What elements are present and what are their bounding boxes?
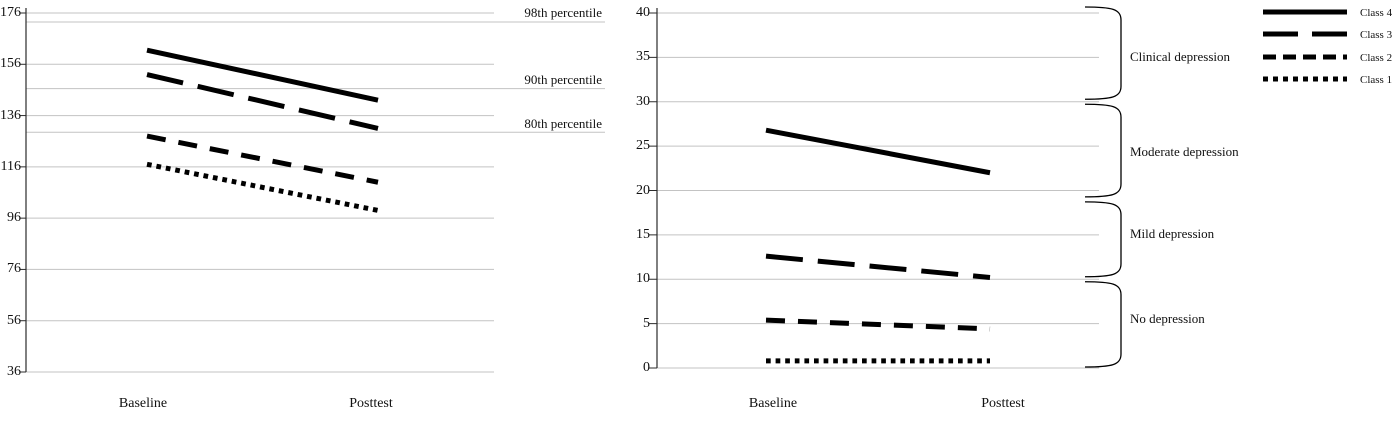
left-chart-x-label-posttest: Posttest (349, 396, 393, 411)
y-axis-tick-label: 15 (636, 226, 650, 242)
legend-label-class-2: Class 2 (1360, 52, 1393, 64)
region-label-moderate-depression: Moderate depression (1130, 144, 1239, 159)
legend-label-class-1: Class 1 (1360, 74, 1393, 86)
series-line-class-1 (146, 161, 379, 213)
legend-line-sample-class-1 (1263, 76, 1347, 82)
right-chart-x-label-posttest: Posttest (981, 396, 1025, 411)
y-axis-tick-label: 116 (0, 158, 21, 174)
series-line-class-2 (146, 133, 379, 185)
y-axis-tick-label: 96 (7, 210, 21, 226)
y-axis-tick-label: 136 (0, 107, 21, 123)
y-axis-tick-label: 30 (636, 93, 650, 109)
series-line-class-2 (765, 317, 991, 332)
right-chart-x-label-baseline: Baseline (748, 396, 798, 411)
region-brace-mild-depression (1084, 201, 1122, 278)
reference-label-98th-percentile: 98th percentile (524, 5, 602, 20)
legend-label-class-4: Class 4 (1360, 7, 1393, 19)
legend-label-class-3: Class 3 (1360, 29, 1393, 41)
y-axis-tick-label: 10 (636, 271, 650, 287)
series-line-class-4 (765, 127, 991, 176)
region-label-mild-depression: Mild depression (1130, 226, 1215, 241)
series-line-class-3 (146, 72, 379, 131)
y-axis-tick-label: 56 (7, 312, 21, 328)
series-line-class-3 (765, 253, 991, 280)
y-axis-tick-label: 176 (0, 5, 21, 20)
region-brace-clinical-depression (1084, 6, 1122, 100)
region-label-no-depression: No depression (1130, 311, 1205, 326)
y-axis-tick-label: 40 (636, 5, 650, 20)
region-brace-no-depression (1084, 281, 1122, 368)
y-axis-tick-label: 0 (643, 360, 650, 375)
legend-line-sample-class-2 (1263, 54, 1347, 60)
left-chart-x-label-baseline: Baseline (118, 396, 168, 411)
reference-label-90th-percentile: 90th percentile (524, 72, 602, 87)
legend-line-sample-class-3 (1263, 31, 1347, 37)
region-brace-moderate-depression (1084, 103, 1122, 198)
y-axis-tick-label: 25 (636, 138, 650, 154)
y-axis-tick-label: 76 (7, 261, 21, 277)
y-axis-tick-label: 5 (643, 315, 650, 331)
region-label-clinical-depression: Clinical depression (1130, 49, 1231, 64)
reference-label-80th-percentile: 80th percentile (524, 116, 602, 131)
legend-line-sample-class-4 (1263, 9, 1347, 15)
series-line-class-4 (146, 47, 379, 103)
y-axis-tick-label: 36 (7, 364, 21, 379)
y-axis-tick-label: 35 (636, 49, 650, 65)
y-axis-tick-label: 20 (636, 182, 650, 198)
y-axis-tick-label: 156 (0, 56, 21, 72)
